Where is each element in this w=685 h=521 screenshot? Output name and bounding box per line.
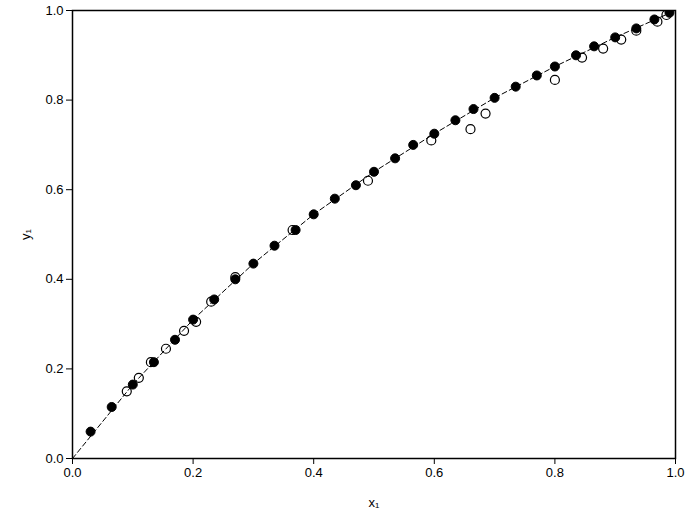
svg-text:0.8: 0.8 (546, 465, 564, 480)
svg-text:x₁: x₁ (369, 495, 381, 510)
svg-text:0.0: 0.0 (45, 451, 63, 466)
svg-text:0.4: 0.4 (45, 271, 63, 286)
svg-text:1.0: 1.0 (45, 3, 63, 18)
svg-text:0.2: 0.2 (45, 361, 63, 376)
svg-text:1.0: 1.0 (666, 465, 684, 480)
svg-text:0.8: 0.8 (45, 92, 63, 107)
svg-text:0.4: 0.4 (305, 465, 323, 480)
svg-text:0.6: 0.6 (45, 182, 63, 197)
svg-text:0.6: 0.6 (425, 465, 443, 480)
svg-text:y₁: y₁ (18, 228, 33, 240)
svg-text:0.0: 0.0 (63, 465, 81, 480)
svg-text:0.2: 0.2 (184, 465, 202, 480)
